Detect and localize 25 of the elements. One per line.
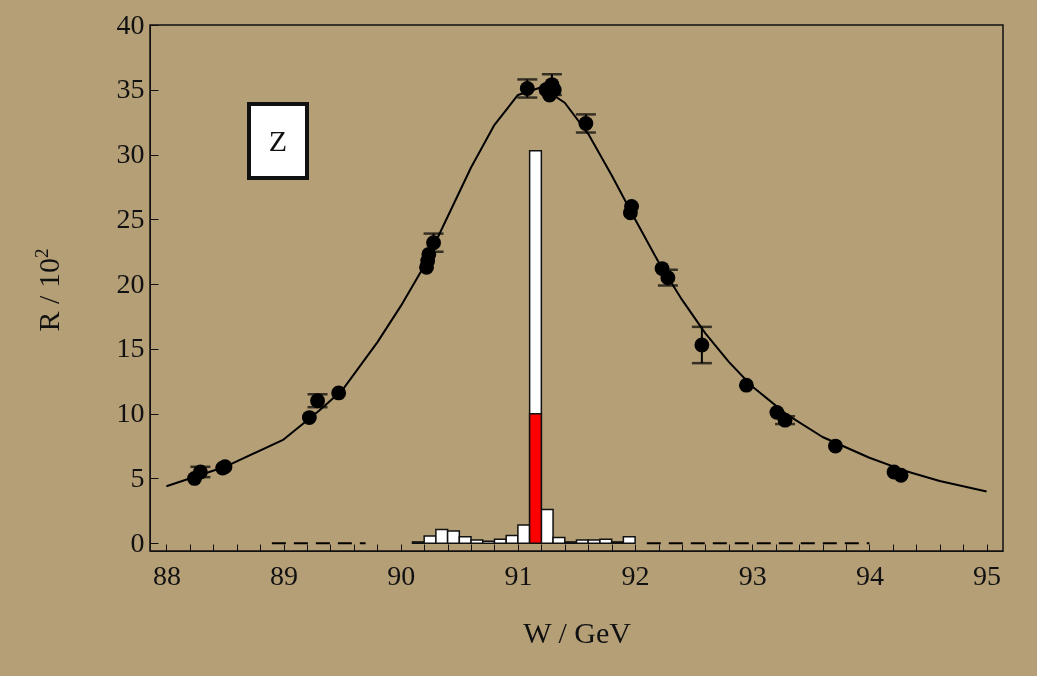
x-axis-title: W / GeV bbox=[523, 615, 632, 649]
y-tick-label: 20 bbox=[116, 267, 145, 299]
x-tick-label: 92 bbox=[621, 559, 650, 591]
y-tick-label: 10 bbox=[116, 397, 145, 429]
x-tick-label: 88 bbox=[152, 559, 181, 591]
x-tick-label: 95 bbox=[973, 559, 1002, 591]
y-tick-label: 30 bbox=[116, 138, 145, 170]
y-tick-label: 35 bbox=[116, 73, 145, 105]
y-tick-label: 5 bbox=[130, 461, 145, 493]
x-tick-label: 94 bbox=[855, 559, 884, 591]
x-tick-label: 89 bbox=[270, 559, 299, 591]
y-tick-label: 25 bbox=[116, 202, 145, 234]
point bbox=[738, 377, 754, 393]
x-tick-label: 91 bbox=[504, 559, 533, 591]
x-tick-label: 93 bbox=[738, 559, 767, 591]
point bbox=[331, 385, 347, 401]
y-tick-label: 15 bbox=[116, 332, 145, 364]
annotation: Z bbox=[247, 102, 309, 180]
point bbox=[694, 337, 710, 353]
y-tick-label: 40 bbox=[116, 8, 145, 40]
point bbox=[828, 438, 843, 454]
point bbox=[893, 467, 909, 483]
point bbox=[301, 410, 317, 425]
x-tick-label: 90 bbox=[387, 559, 416, 591]
y-tick-label: 0 bbox=[130, 526, 145, 558]
